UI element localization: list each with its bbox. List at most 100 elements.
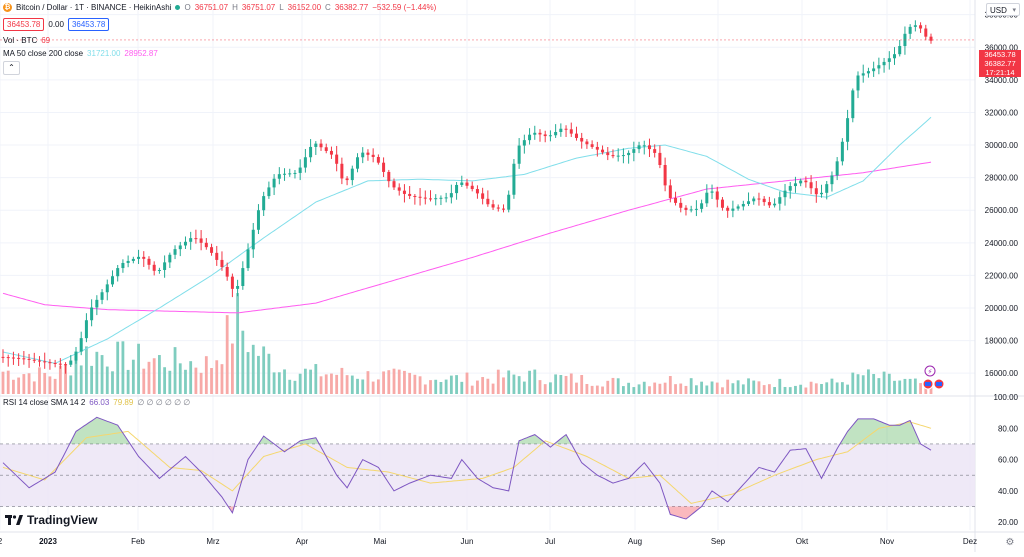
time-axis-label: Nov	[880, 537, 894, 546]
volume-bar	[204, 356, 208, 394]
volume-bar	[74, 360, 78, 394]
volume-bar	[314, 364, 318, 394]
volume-bar	[522, 381, 526, 394]
volume-bar	[230, 343, 234, 394]
volume-bar	[444, 379, 448, 394]
candle-body	[392, 181, 396, 188]
chevron-up-icon: ⌃	[8, 63, 15, 72]
volume-bar	[460, 381, 464, 394]
candle-body	[262, 196, 266, 211]
candle-body	[611, 155, 615, 157]
candle-body	[444, 197, 448, 199]
tradingview-logo-icon	[5, 515, 23, 525]
candle-body	[408, 193, 412, 196]
volume-bar	[356, 378, 359, 394]
currency-value: USD	[990, 6, 1007, 15]
currency-select[interactable]: USD ▾	[986, 3, 1020, 16]
volume-legend[interactable]: Vol · BTC 69	[3, 36, 50, 45]
volume-bar	[820, 383, 823, 394]
candle-body	[882, 61, 886, 66]
volume-bar	[465, 372, 469, 394]
candle-body	[439, 197, 443, 199]
candle-body	[314, 143, 318, 147]
volume-bar	[1, 371, 5, 394]
close-value: 36382.77	[334, 3, 369, 12]
candle-body	[100, 292, 104, 300]
low-value: 36152.00	[287, 3, 322, 12]
volume-bar	[877, 378, 881, 394]
candle-body	[434, 198, 438, 200]
candle-body	[601, 149, 605, 153]
candle-body	[413, 195, 417, 197]
gear-icon[interactable]: ⚙	[1006, 537, 1015, 548]
candle-body	[361, 152, 365, 158]
price-axis-label: 18000.00	[985, 337, 1019, 346]
volume-value: 69	[41, 36, 51, 45]
candle-body	[574, 133, 578, 138]
candle-body	[595, 146, 599, 150]
candle-body	[366, 152, 370, 155]
candle-body	[402, 190, 406, 194]
candle-body	[647, 145, 651, 150]
volume-bar	[6, 370, 10, 394]
volume-bar	[184, 369, 187, 394]
ma-legend[interactable]: MA 50 close 200 close 31721.00 28952.87	[3, 49, 158, 58]
volume-bar	[397, 369, 401, 394]
bitcoin-icon: ₿	[3, 3, 12, 12]
buy-price-button[interactable]: 36453.78	[67, 18, 110, 31]
rsi-legend[interactable]: RSI 14 close SMA 14 2 66.03 79.89 ∅ ∅ ∅ …	[3, 398, 190, 407]
candle-body	[898, 46, 902, 55]
volume-bar	[887, 373, 891, 394]
candle-body	[757, 198, 761, 200]
volume-bar	[423, 384, 427, 394]
volume-bar	[851, 372, 855, 394]
price-axis-label: 36000.00	[985, 43, 1019, 52]
volume-bar	[22, 374, 26, 394]
volume-bar	[606, 380, 610, 394]
tradingview-logo[interactable]: TradingView	[5, 513, 97, 527]
collapse-legend-button[interactable]: ⌃	[3, 61, 20, 75]
candle-body	[522, 140, 526, 146]
volume-bar	[929, 383, 933, 394]
sell-price-button[interactable]: 36453.78	[3, 18, 45, 31]
candle-body	[267, 187, 271, 197]
volume-bar	[330, 373, 333, 394]
candle-body	[1, 356, 5, 358]
volume-bar	[913, 378, 917, 394]
lightning-event-glyph: ⚡	[928, 368, 933, 376]
candle-body	[137, 256, 141, 259]
volume-bar	[105, 366, 109, 394]
volume-bar	[152, 358, 156, 394]
volume-bar	[788, 387, 792, 394]
candle-body	[449, 193, 453, 198]
candle-body	[663, 165, 667, 186]
time-axis-label: Dez	[963, 537, 977, 546]
volume-bar	[898, 380, 902, 394]
volume-bar	[12, 379, 15, 394]
price-axis-label: 30000.00	[985, 141, 1019, 150]
volume-bar	[350, 375, 354, 394]
volume-bar	[668, 376, 672, 394]
candle-body	[548, 135, 552, 137]
lightning-event-icon[interactable]	[924, 365, 936, 377]
symbol-title[interactable]: Bitcoin / Dollar · 1T · BINANCE · Heikin…	[16, 3, 172, 12]
volume-bar	[262, 346, 266, 394]
volume-bar	[569, 373, 573, 394]
volume-bar	[309, 369, 312, 394]
volume-bar	[731, 383, 735, 394]
volume-bar	[85, 346, 88, 394]
candle-body	[371, 154, 375, 157]
candle-body	[168, 254, 172, 263]
volume-bar	[43, 372, 47, 394]
candle-body	[835, 161, 839, 176]
volume-bar	[559, 375, 563, 394]
volume-bar	[455, 375, 458, 394]
candle-body	[230, 276, 234, 289]
time-axis-label: Aug	[628, 537, 642, 546]
rsi-line	[2, 416, 932, 520]
time-axis-label: Feb	[131, 537, 145, 546]
volume-bar	[470, 385, 474, 394]
volume-bar	[126, 369, 130, 394]
